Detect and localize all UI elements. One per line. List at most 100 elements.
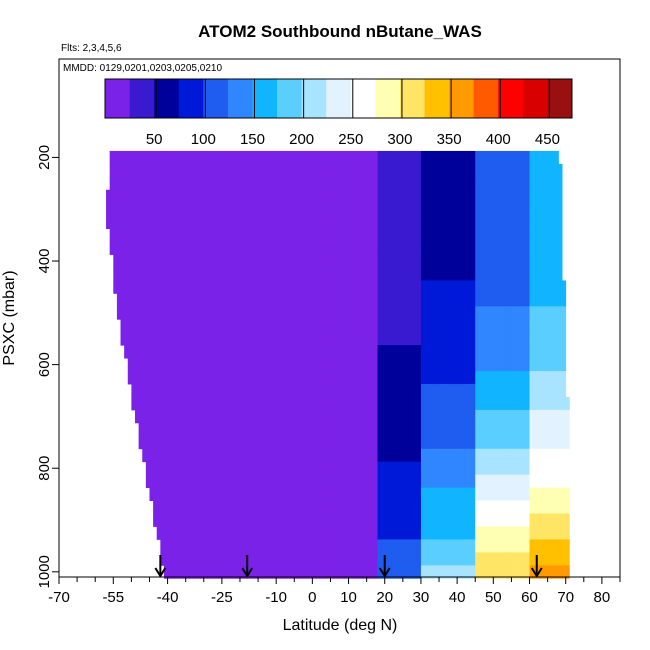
field-cell: [207, 345, 212, 359]
field-cell: [174, 332, 179, 346]
field-cell: [272, 176, 277, 191]
field-cell: [417, 358, 422, 372]
field-cell: [384, 345, 389, 359]
field-cell: [413, 474, 418, 489]
field-cell: [308, 397, 313, 411]
field-cell: [258, 228, 263, 242]
field-cell: [163, 513, 168, 527]
field-cell: [294, 448, 299, 463]
x-tick-label: 30: [413, 589, 430, 606]
field-cell: [279, 163, 284, 178]
field-cell: [247, 254, 252, 268]
field-cell: [352, 461, 357, 476]
field-cell: [229, 293, 234, 307]
field-cell: [511, 526, 516, 540]
field-cell: [543, 500, 549, 514]
field-cell: [381, 500, 386, 514]
field-cell: [384, 371, 389, 385]
field-cell: [337, 254, 342, 268]
field-cell: [486, 474, 491, 489]
field-cell: [163, 215, 168, 230]
field-cell: [247, 513, 252, 527]
field-cell: [200, 332, 205, 346]
field-cell: [352, 526, 357, 540]
field-cell: [529, 189, 534, 204]
profile-arrow-head: [530, 567, 543, 578]
field-cell: [243, 267, 248, 281]
field-cell: [156, 474, 161, 489]
field-cell: [326, 254, 331, 268]
field-cell: [200, 215, 205, 230]
field-cell: [156, 371, 161, 385]
field-cell: [290, 397, 295, 411]
field-cell: [486, 176, 491, 191]
field-cell: [236, 552, 241, 566]
field-cell: [373, 267, 378, 281]
field-cell: [171, 228, 176, 242]
field-cell: [211, 500, 216, 514]
field-cell: [236, 526, 241, 540]
field-cell: [229, 228, 234, 242]
field-cell: [258, 513, 263, 527]
field-cell: [290, 474, 295, 489]
field-cell: [543, 280, 549, 294]
field-cell: [558, 526, 563, 540]
field-cell: [163, 397, 168, 411]
field-cell: [182, 371, 187, 385]
field-cell: [127, 306, 132, 320]
field-cell: [366, 228, 371, 242]
field-cell: [185, 461, 190, 476]
field-cell: [142, 267, 147, 281]
field-cell: [189, 345, 194, 359]
field-cell: [381, 215, 386, 230]
field-cell: [341, 241, 346, 255]
field-cell: [326, 384, 331, 398]
field-cell: [482, 448, 487, 463]
field-cell: [449, 319, 454, 333]
field-cell: [182, 332, 187, 346]
field-cell: [268, 254, 273, 268]
field-cell: [482, 280, 487, 294]
field-cell: [428, 306, 433, 320]
field-cell: [471, 552, 476, 566]
field-cell: [185, 150, 190, 165]
field-cell: [496, 461, 501, 476]
field-cell: [221, 397, 226, 411]
field-cell: [457, 461, 462, 476]
field-cell: [153, 163, 158, 178]
field-cell: [482, 565, 487, 579]
field-cell: [211, 163, 216, 178]
field-cell: [153, 384, 158, 398]
field-cell: [547, 358, 552, 372]
field-cell: [344, 332, 349, 346]
field-cell: [395, 345, 400, 359]
field-cell: [254, 448, 259, 463]
field-cell: [214, 241, 219, 255]
field-cell: [529, 332, 534, 346]
field-cell: [496, 267, 501, 281]
field-cell: [504, 150, 509, 165]
field-cell: [518, 176, 523, 191]
field-cell: [533, 202, 538, 217]
field-cell: [475, 254, 480, 268]
field-cell: [370, 189, 375, 204]
field-cell: [276, 176, 281, 191]
field-cell: [229, 280, 234, 294]
field-cell: [540, 435, 545, 450]
field-cell: [410, 293, 415, 307]
field-cell: [424, 448, 429, 463]
field-cell: [431, 267, 436, 281]
field-cell: [337, 176, 342, 191]
field-cell: [171, 358, 176, 372]
field-cell: [341, 526, 346, 540]
field-cell: [478, 345, 483, 359]
field-cell: [174, 552, 179, 566]
field-cell: [420, 202, 425, 217]
field-cell: [406, 539, 411, 553]
field-cell: [326, 345, 331, 359]
field-cell: [377, 228, 382, 242]
field-cell: [239, 422, 244, 437]
field-cell: [250, 150, 255, 165]
field-cell: [203, 189, 208, 204]
field-cell: [319, 552, 324, 566]
